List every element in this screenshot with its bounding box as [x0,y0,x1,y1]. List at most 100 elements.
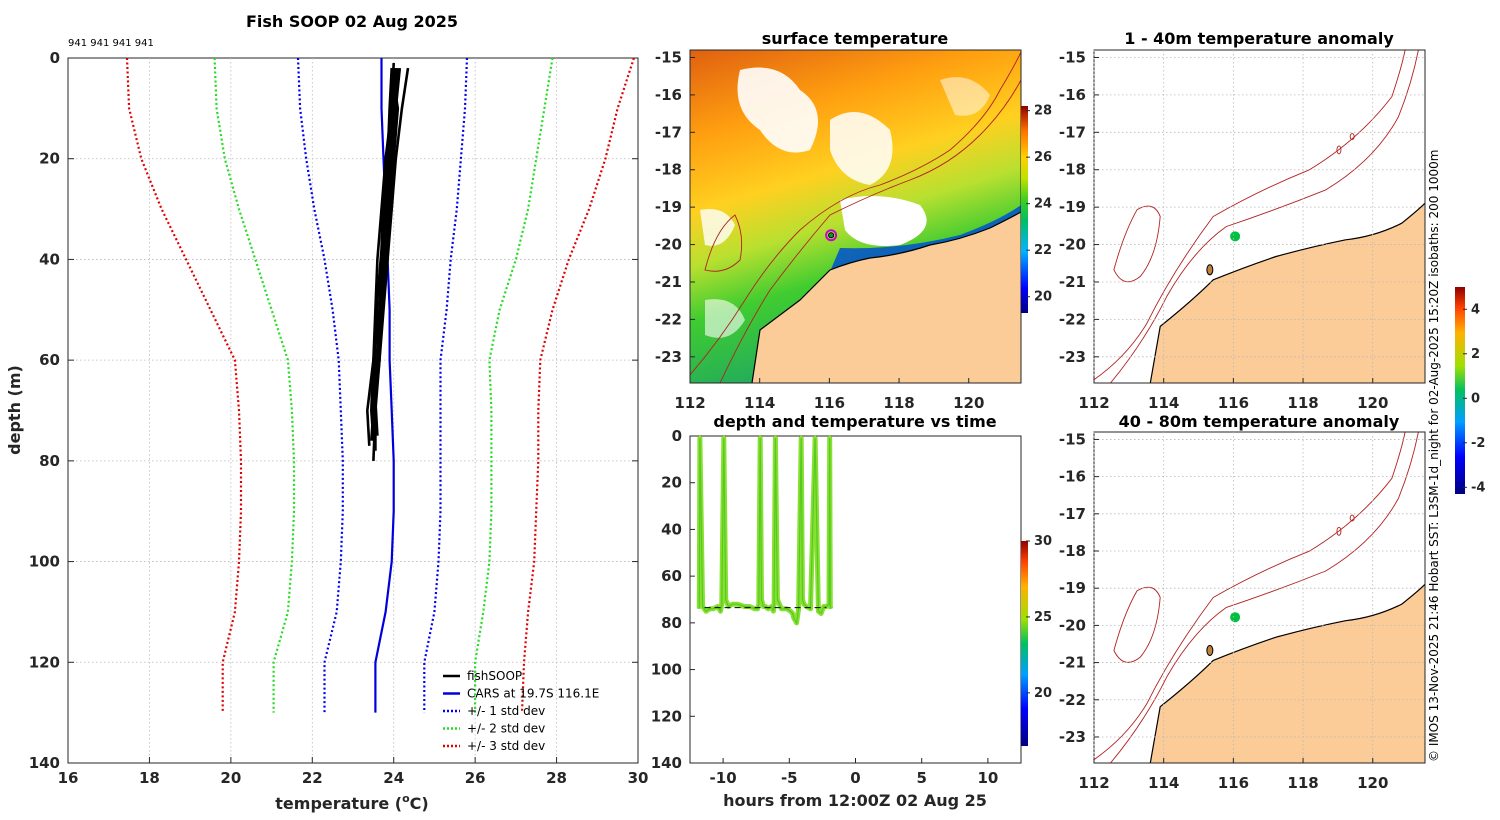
island [1206,264,1214,276]
fishsoop-cast-line [372,67,400,431]
sst-colorbar-tick-label: 28 [1034,104,1052,119]
anomaly-40-80-ytick-label: -16 [1059,468,1086,486]
timeseries-colorbar-tick-label: 30 [1034,534,1052,549]
sst-ytick-label: -23 [655,348,682,366]
anomaly-40-80-ytick-label: -23 [1059,728,1086,746]
profile-xtick-label: 24 [383,769,404,787]
legend-entry: CARS at 19.7S 116.1E [467,687,599,701]
anomaly-40-80-panel: 40 - 80m temperature anomaly 112 114 116 11… [1059,412,1426,792]
sst-colorbar-tick-label: 24 [1034,197,1052,212]
isobath-island [704,214,743,272]
sst-xtick-label: 118 [883,394,914,412]
vessel-position-marker [1230,231,1241,242]
sst-ytick-label: -16 [655,86,682,104]
vessel-position-marker [1230,612,1241,623]
sst-xtick-label: 114 [744,394,775,412]
timeseries-ytick-label: 80 [661,614,682,632]
isobath-island [1113,205,1161,283]
isobath-seamount [1349,514,1355,522]
anomaly-40-80-ytick-label: -17 [1059,505,1086,523]
fishsoop-cast-line [374,67,410,436]
sst-xtick-label: 112 [674,394,705,412]
std-dev-line [474,57,554,713]
timeseries-panel: depth and temperature vs time -10 -5 0 5 100… [651,412,1052,810]
cloud-patch [705,299,745,338]
profile-xtick-label: 16 [58,769,79,787]
sst-title: surface temperature [762,29,949,48]
profile-xtick-label: 20 [220,769,241,787]
anomaly-40-80-xtick-label: 114 [1148,774,1179,792]
legend-entry: +/- 3 std dev [467,739,545,753]
profile-ytick-label: 20 [39,150,60,168]
anomaly-1-40-ytick-label: -22 [1059,310,1086,328]
anomaly-colorbar-tick-label: -4 [1471,480,1485,495]
coastline [1149,202,1425,383]
timeseries-ytick-label: 100 [651,661,682,679]
sst-colorbar [1021,106,1028,313]
profile-xlabel: temperature (oC) [275,792,428,813]
anomaly-40-80-ytick-label: -22 [1059,691,1086,709]
timeseries-axes-box [689,435,1022,764]
sst-panel: surface temperature 112 114 116 118 120 -15 -1… [655,29,1052,412]
std-dev-line [296,57,344,713]
timeseries-xtick-label: -5 [781,769,798,787]
profile-ytick-label: 60 [39,351,60,369]
timeseries-xlabel: hours from 12:00Z 02 Aug 25 [723,791,987,810]
profile-ytick-label: 140 [29,754,60,772]
land [1150,584,1425,763]
anomaly-colorbar-tick-label: 4 [1471,302,1480,317]
anomaly-40-80-map [1094,432,1425,763]
coastline [1149,583,1425,763]
cloud-patch [940,77,990,116]
timeseries-ytick-label: 20 [661,474,682,492]
timeseries-colorbar-tick-label: 20 [1034,686,1052,701]
sst-ytick-label: -17 [655,123,682,141]
fishsoop-cast-line [369,62,395,441]
sst-ytick-label: -19 [655,198,682,216]
profile-axes-box [67,57,639,764]
anomaly-1-40-ytick-label: -23 [1059,348,1086,366]
timeseries-xtick-label: 5 [916,769,926,787]
sst-colorbar-tick-label: 22 [1034,243,1052,258]
anomaly-1-40-ytick-label: -19 [1059,198,1086,216]
isobath-1000m [1094,50,1406,381]
profile-xtick-label: 22 [302,769,323,787]
profile-xtick-label: 28 [546,769,567,787]
sst-ytick-label: -20 [655,236,682,254]
anomaly-1-40-xtick-label: 114 [1148,394,1179,412]
isobath-200m [719,79,1021,383]
anomaly-1-40-xtick-label: 112 [1078,394,1109,412]
sst-ytick-label: -22 [655,310,682,328]
std-dev-line [423,57,469,713]
profile-ytick-label: 100 [29,553,60,571]
sst-map [690,50,1021,383]
land [1150,203,1425,383]
anomaly-colorbar-tick-label: 2 [1471,347,1480,362]
anomaly-40-80-ytick-label: -19 [1059,579,1086,597]
isobath-seamount [1336,145,1342,155]
anomaly-1-40-ytick-label: -18 [1059,161,1086,179]
timeseries-xtick-label: 0 [850,769,860,787]
legend-entry: fishSOOP [467,669,522,683]
sst-xtick-label: 116 [814,394,845,412]
profile-ytick-label: 80 [39,452,60,470]
anomaly-1-40-title: 1 - 40m temperature anomaly [1124,29,1394,48]
timeseries-ytick-label: 40 [661,520,682,538]
sst-ytick-label: -21 [655,273,682,291]
std-dev-line [520,57,635,713]
timeseries-title: depth and temperature vs time [713,412,996,431]
anomaly-40-80-ytick-label: -21 [1059,654,1086,672]
depth-time-trace-core [698,438,832,625]
profile-legend: fishSOOP CARS at 19.7S 116.1E +/- 1 std de… [443,669,599,753]
isobath-200m [1110,432,1419,763]
depth-flags: 941 941 941 941 [68,38,154,49]
island [1206,644,1214,656]
timeseries-colorbar [1021,541,1028,746]
profile-xtick-label: 26 [465,769,486,787]
timeseries-colorbar-tick-label: 25 [1034,610,1052,625]
profile-xtick-label: 30 [628,769,649,787]
vessel-position-marker [828,232,835,239]
sst-ytick-label: -18 [655,161,682,179]
anomaly-1-40-map [1094,50,1425,383]
isobath-island [1113,586,1161,663]
